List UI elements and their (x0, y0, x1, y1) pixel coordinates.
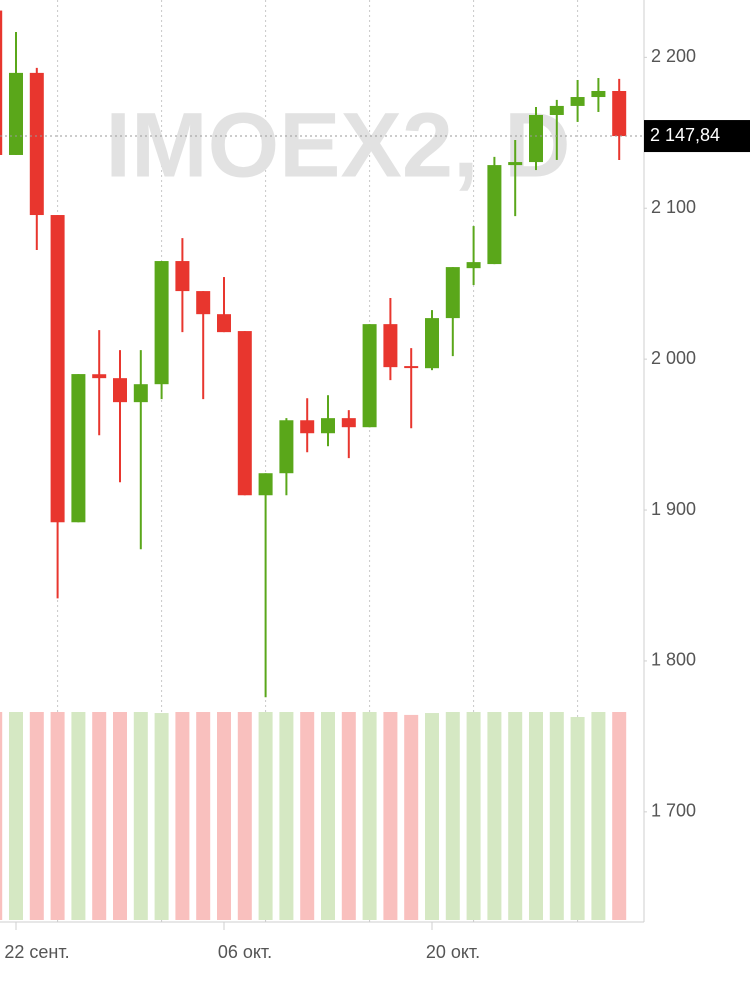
candle-body (9, 72, 23, 155)
volume-bar (175, 712, 190, 920)
candle-body (133, 384, 148, 403)
candle-body (466, 262, 481, 269)
candle-body (529, 114, 543, 163)
candle-body (29, 72, 44, 216)
volume-bar (300, 712, 315, 920)
y-tick-label: 2 000 (651, 348, 696, 368)
plot-area (0, 10, 627, 920)
volume-bar (133, 712, 148, 920)
candle-body (383, 324, 398, 368)
candle-body (341, 418, 356, 428)
candle-body (612, 90, 627, 137)
candle-body (591, 90, 606, 98)
candle-body (362, 324, 377, 428)
candle-body (92, 374, 107, 379)
candle-body (237, 331, 252, 496)
last-price-label: 2 147,84 (650, 125, 720, 145)
volume-bar (258, 712, 273, 920)
volume-bar (591, 712, 606, 920)
volume-bar (383, 712, 398, 920)
volume-bar (362, 712, 377, 920)
volume-bar (425, 713, 439, 920)
x-tick-label: 06 окт. (218, 942, 272, 962)
volume-bar (612, 712, 627, 920)
candle-body (50, 215, 65, 523)
volume-bar (237, 712, 252, 920)
candle-body (445, 267, 460, 319)
candle-body (300, 420, 315, 434)
candle-body (0, 10, 3, 155)
volume-bar (341, 712, 356, 920)
volume-bar (279, 712, 294, 920)
y-tick-label: 1 900 (651, 499, 696, 519)
candle-body (549, 105, 564, 115)
volume-bar (154, 713, 169, 920)
volume-bar (9, 712, 23, 920)
volume-bar (549, 712, 564, 920)
candle-body (196, 291, 211, 315)
volume-bar (0, 712, 3, 920)
candle-body (175, 261, 190, 292)
candle-body (487, 165, 502, 265)
candle-body (508, 162, 523, 166)
volume-bar (71, 712, 86, 920)
volume-bar (217, 712, 231, 920)
candle-body (113, 378, 127, 403)
volume-bar (50, 712, 65, 920)
candle-body (154, 261, 169, 385)
volume-bar (29, 712, 44, 920)
x-tick-label: 20 окт. (426, 942, 480, 962)
volume-bar (445, 712, 460, 920)
candle-body (425, 318, 439, 369)
volume-bar (487, 712, 502, 920)
candle-body (217, 314, 231, 333)
axes: 1 700 1 800 1 900 2 000 2 100 2 200 22 сент. 06… (0, 46, 750, 962)
volume-bar (92, 712, 107, 920)
candle-body (321, 418, 335, 434)
volume-bar (529, 712, 543, 920)
volume-bar (570, 716, 585, 920)
volume-bar (466, 712, 481, 920)
x-tick-label: 22 сент. (4, 942, 69, 962)
candle-body (279, 420, 294, 474)
candle-body (404, 366, 419, 369)
volume-bar (321, 712, 335, 920)
candle-body (258, 473, 273, 496)
volume-bar (113, 712, 127, 920)
y-tick-label: 2 200 (651, 46, 696, 66)
y-tick-label: 1 700 (651, 801, 696, 821)
candle-body (570, 97, 585, 106)
y-tick-label: 1 800 (651, 650, 696, 670)
volume-bar (196, 712, 211, 920)
candle-body (71, 374, 86, 523)
last-price-box (644, 120, 750, 153)
volume-bar (404, 714, 419, 920)
volume-bar (508, 712, 523, 920)
y-tick-label: 2 100 (651, 197, 696, 217)
